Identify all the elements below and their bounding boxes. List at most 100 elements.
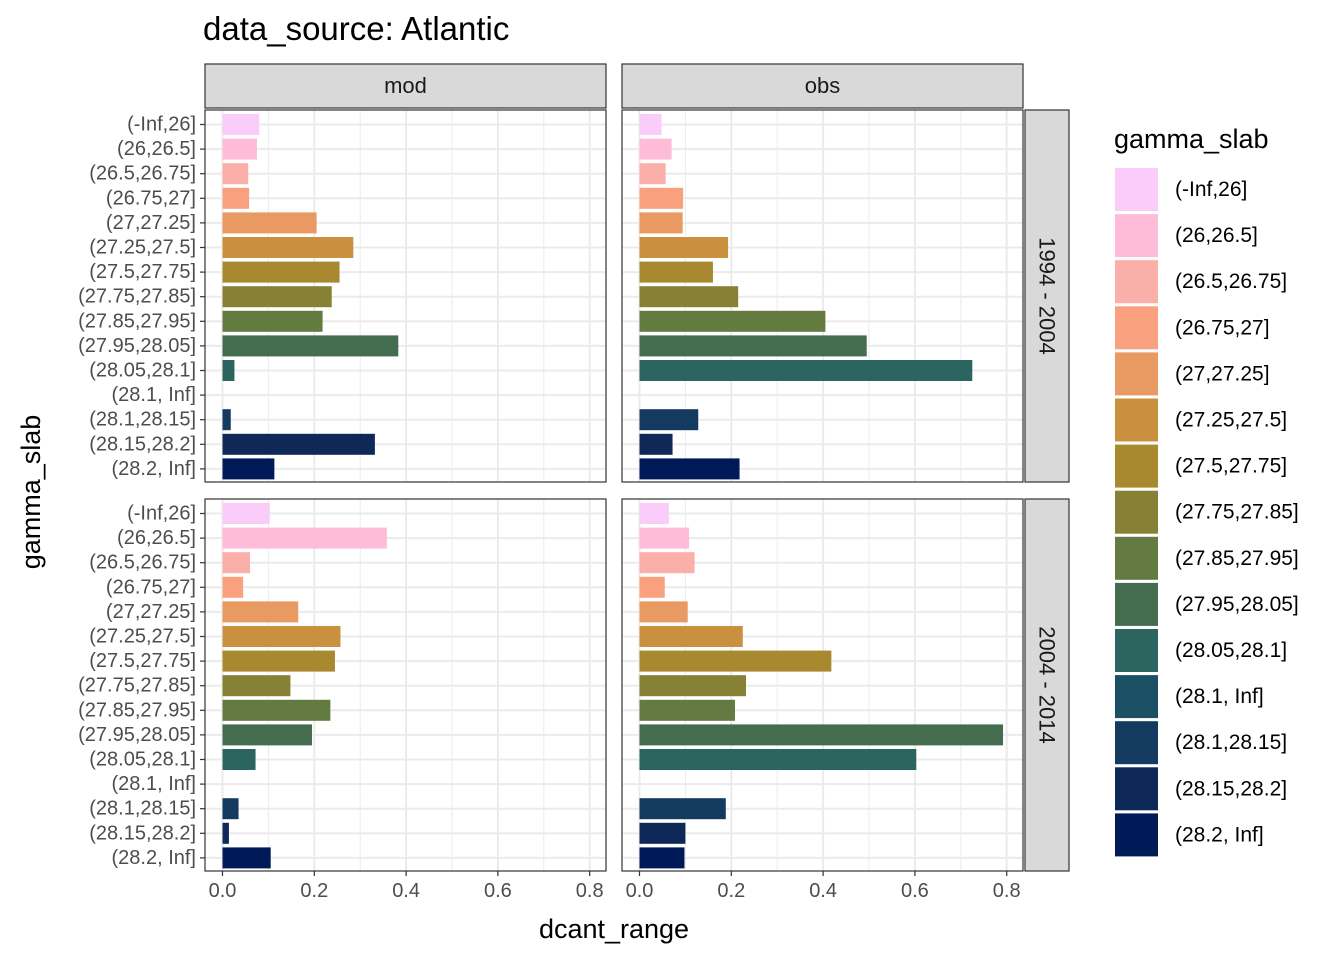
- legend-item-27-85-27-95: (27.85,27.95]: [1115, 536, 1299, 580]
- strip-label-2004-2014: 2004 - 2014: [1035, 626, 1060, 743]
- bar-27-5-27-75: [639, 650, 832, 672]
- y-tick-label: (28.1,28.15]: [89, 798, 196, 820]
- x-tick-label: 0.4: [809, 880, 837, 902]
- bar-28-1-28-15: [639, 409, 699, 431]
- legend-item-28-2-inf: (28.2, Inf]: [1115, 813, 1264, 857]
- legend-swatch: [1115, 352, 1158, 396]
- y-tick-label: (26.5,26.75]: [89, 552, 196, 574]
- x-axis-title: dcant_range: [539, 914, 689, 944]
- bar-27-5-27-75: [639, 261, 713, 283]
- legend-swatch: [1115, 536, 1158, 580]
- legend-swatch: [1115, 629, 1158, 672]
- bar-27-95-28-05: [222, 724, 313, 746]
- bar-27-95-28-05: [639, 724, 1004, 746]
- strip-label-mod: mod: [384, 73, 427, 98]
- bar-28-2-inf: [639, 847, 685, 869]
- bar-26-26-5: [639, 527, 690, 549]
- bar-26-26-5: [222, 138, 257, 160]
- x-tick-label: 0.8: [576, 880, 604, 902]
- y-axis-title: gamma_slab: [16, 415, 46, 570]
- legend-item-26-75-27: (26.75,27]: [1115, 306, 1270, 350]
- y-tick-label: (28.1,28.15]: [89, 409, 196, 431]
- legend-item-inf-26: (-Inf,26]: [1115, 168, 1247, 211]
- bar-28-15-28-2: [639, 822, 686, 844]
- bar-inf-26: [639, 114, 662, 135]
- legend-label: (27.5,27.75]: [1175, 455, 1287, 478]
- y-tick-label: (28.2, Inf]: [112, 847, 197, 869]
- legend-item-28-15-28-2: (28.15,28.2]: [1115, 767, 1287, 811]
- legend-swatch: [1115, 490, 1158, 534]
- strip-mod: mod: [204, 63, 607, 109]
- bar-27-5-27-75: [222, 650, 335, 672]
- y-tick-label: (27.75,27.85]: [78, 675, 196, 697]
- bar-28-1-28-15: [222, 409, 231, 431]
- bar-26-5-26-75: [639, 163, 666, 185]
- y-tick-label: (27,27.25]: [106, 601, 196, 623]
- y-tick-label: (27.5,27.75]: [89, 650, 196, 672]
- legend-label: (27.95,28.05]: [1175, 593, 1299, 616]
- y-tick-label: (26.75,27]: [106, 576, 196, 598]
- legend-swatch: [1115, 260, 1158, 304]
- y-tick-label: (-Inf,26]: [127, 114, 196, 136]
- bar-inf-26: [639, 503, 669, 524]
- legend-swatch: [1115, 306, 1158, 350]
- bar-27-75-27-85: [222, 675, 291, 697]
- legend-label: (26.75,27]: [1175, 316, 1270, 339]
- bar-27-25-27-5: [222, 626, 341, 647]
- facet-panels: mod obs 1994 - 2004 2004 - 2014: [204, 63, 1070, 872]
- legend-item-27-27-25: (27,27.25]: [1115, 352, 1270, 396]
- y-tick-label: (27.85,27.95]: [78, 699, 196, 721]
- y-tick-label: (-Inf,26]: [127, 503, 196, 525]
- legend-swatch: [1115, 214, 1158, 258]
- y-tick-label: (28.15,28.2]: [89, 822, 196, 844]
- bar-26-5-26-75: [639, 552, 695, 574]
- legend-swatch: [1115, 813, 1158, 857]
- legend-label: (28.1, Inf]: [1175, 685, 1264, 708]
- bar-28-2-inf: [222, 847, 271, 869]
- bar-27-85-27-95: [222, 310, 323, 332]
- bar-26-75-27: [222, 187, 250, 209]
- y-tick-label: (27.75,27.85]: [78, 286, 196, 308]
- x-tick-label: 0.8: [993, 880, 1021, 902]
- legend-item-28-1-28-15: (28.1,28.15]: [1115, 721, 1287, 765]
- legend-label: (27.85,27.95]: [1175, 547, 1299, 570]
- legend-title: gamma_slab: [1114, 124, 1269, 154]
- bar-28-15-28-2: [639, 433, 673, 455]
- legend-label: (27.25,27.5]: [1175, 409, 1287, 432]
- legend-swatch: [1115, 398, 1158, 442]
- x-tick-label: 0.2: [300, 880, 328, 902]
- legend-swatch: [1115, 582, 1158, 626]
- y-tick-label: (28.05,28.1]: [89, 749, 196, 771]
- bar-27-27-25: [639, 212, 683, 234]
- legend-label: (27.75,27.85]: [1175, 501, 1299, 524]
- panel-border: [204, 109, 607, 483]
- bar-26-75-27: [639, 187, 684, 209]
- legend-label: (26.5,26.75]: [1175, 270, 1287, 293]
- y-tick-label: (26.75,27]: [106, 187, 196, 209]
- x-axis-ticks: 0.0 0.2 0.4 0.6 0.8 0.0 0.2 0.4 0.6 0.8: [209, 871, 1021, 902]
- panel-obs-1994-2004: [621, 109, 1024, 483]
- bar-27-75-27-85: [639, 675, 746, 697]
- bar-27-25-27-5: [639, 626, 743, 647]
- bar-27-5-27-75: [222, 261, 340, 283]
- y-tick-label: (26.5,26.75]: [89, 163, 196, 185]
- strip-1994-2004: 1994 - 2004: [1024, 109, 1070, 483]
- y-tick-label: (28.1, Inf]: [112, 384, 197, 406]
- y-tick-label: (28.1, Inf]: [112, 773, 197, 795]
- legend-item-27-25-27-5: (27.25,27.5]: [1115, 398, 1287, 442]
- panel-mod-2004-2014: [204, 498, 607, 872]
- y-tick-label: (28.2, Inf]: [112, 458, 197, 480]
- legend-swatch: [1115, 767, 1158, 811]
- y-axis-ticks: (-Inf,26](26,26.5](26.5,26.75](26.75,27]…: [78, 114, 205, 869]
- bar-27-25-27-5: [222, 237, 354, 258]
- y-tick-label: (26,26.5]: [117, 138, 196, 160]
- strip-label-1994-2004: 1994 - 2004: [1035, 237, 1060, 354]
- legend-label: (26,26.5]: [1175, 224, 1258, 247]
- bar-27-27-25: [222, 601, 299, 623]
- y-tick-label: (27.85,27.95]: [78, 310, 196, 332]
- y-tick-label: (27.95,28.05]: [78, 335, 196, 357]
- bar-inf-26: [222, 114, 260, 135]
- bar-27-95-28-05: [222, 335, 399, 357]
- legend-label: (28.2, Inf]: [1175, 823, 1264, 846]
